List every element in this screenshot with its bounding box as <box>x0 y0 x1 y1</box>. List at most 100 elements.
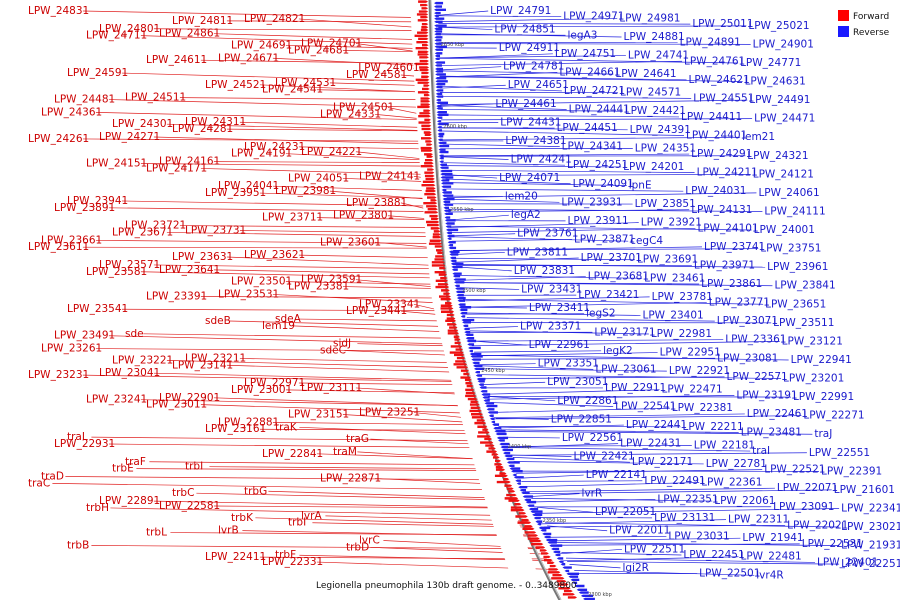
reverse-gene-label: LPW_24971 <box>563 11 624 23</box>
reverse-leader-line <box>440 109 623 112</box>
forward-gene-label: LPW_23981 <box>275 185 336 197</box>
forward-gene-arrow <box>429 214 439 218</box>
reverse-gene-arrow <box>434 52 443 55</box>
reverse-gene-label: LPW_22311 <box>728 514 789 526</box>
reverse-leader-line <box>438 15 562 18</box>
reverse-gene-label: LPW_24291 <box>691 148 752 160</box>
reverse-gene-label: LPW_24471 <box>754 113 815 125</box>
forward-leader-line <box>259 556 547 560</box>
forward-leader-line <box>108 443 490 449</box>
reverse-leader-line <box>460 287 520 290</box>
reverse-gene-label: LPW_23701 <box>581 252 642 264</box>
forward-leader-line <box>143 333 454 339</box>
reverse-gene-arrow <box>459 308 468 312</box>
reverse-gene-label: LPW_23191 <box>736 389 797 401</box>
reverse-gene-arrow <box>525 500 537 504</box>
forward-gene-label: LPW_24831 <box>28 5 89 17</box>
forward-leader-line <box>370 438 488 446</box>
forward-gene-label: LPW_23591 <box>301 274 362 286</box>
forward-gene-arrow <box>433 230 441 233</box>
forward-leader-line <box>91 545 540 550</box>
forward-leader-line <box>91 436 487 442</box>
forward-gene-arrow <box>423 131 432 134</box>
forward-gene-arrow <box>431 261 445 264</box>
reverse-gene-arrow <box>435 67 444 71</box>
forward-gene-arrow <box>480 441 494 444</box>
forward-leader-line <box>316 217 434 220</box>
reverse-gene-arrow <box>460 312 468 315</box>
reverse-gene-arrow <box>437 132 445 136</box>
reverse-leader-line <box>456 264 766 268</box>
forward-leader-line <box>344 350 459 356</box>
forward-gene-arrow <box>524 525 533 528</box>
reverse-gene-label: LPW_22171 <box>632 456 693 468</box>
forward-gene-label: LPW_24301 <box>112 118 173 130</box>
forward-leader-line <box>355 151 428 160</box>
forward-gene-arrow <box>539 549 548 552</box>
forward-gene-arrow <box>467 397 478 401</box>
reverse-gene-arrow <box>435 89 444 92</box>
forward-gene-label: LPW_22411 <box>205 551 266 563</box>
reverse-gene-label: LPW_24101 <box>697 222 758 234</box>
reverse-gene-arrow <box>494 430 506 433</box>
forward-gene-label: trbG <box>244 485 267 497</box>
forward-leader-line <box>121 308 449 312</box>
reverse-gene-label: LPW_23061 <box>595 363 656 375</box>
forward-gene-label: lvrB <box>218 525 239 537</box>
forward-gene-label: traG <box>346 433 369 445</box>
reverse-gene-arrow <box>508 464 515 468</box>
reverse-gene-label: LPW_21931 <box>841 540 900 552</box>
forward-gene-arrow <box>426 187 436 190</box>
reverse-gene-arrow <box>464 330 471 334</box>
reverse-gene-label: LPW_23481 <box>741 427 802 439</box>
reverse-gene-arrow <box>449 250 460 254</box>
forward-gene-arrow <box>424 153 433 156</box>
forward-gene-arrow <box>416 13 429 16</box>
forward-gene-arrow <box>424 174 435 178</box>
forward-gene-arrow <box>427 168 435 171</box>
reverse-gene-arrow <box>507 461 520 464</box>
forward-gene-arrow <box>563 589 573 593</box>
reverse-gene-arrow <box>543 535 551 539</box>
forward-gene-label: sdeC <box>320 345 346 357</box>
reverse-gene-label: LPW_22451 <box>683 549 744 561</box>
reverse-gene-arrow <box>452 274 461 278</box>
reverse-gene-arrow <box>447 237 452 240</box>
reverse-gene-label: LPW_24061 <box>758 187 819 199</box>
reverse-leader-line <box>476 354 789 361</box>
reverse-gene-arrow <box>441 191 452 194</box>
reverse-leader-line <box>445 182 627 186</box>
reverse-gene-arrow <box>434 39 442 42</box>
forward-leader-line <box>226 256 439 266</box>
reverse-leader-line <box>462 302 707 308</box>
forward-gene-arrow <box>450 345 463 348</box>
reverse-gene-label: LPW_22961 <box>529 339 590 351</box>
reverse-gene-arrow <box>449 256 457 260</box>
forward-leader-line <box>272 294 446 304</box>
position-tick-label: 2600 kbp <box>443 124 467 130</box>
reverse-leader-line <box>521 480 643 482</box>
reverse-gene-label: LPW_22071 <box>777 482 838 494</box>
reverse-gene-label: LPW_23761 <box>517 228 578 240</box>
reverse-gene-arrow <box>524 498 531 502</box>
forward-gene-arrow <box>434 258 445 261</box>
forward-gene-arrow <box>504 484 513 487</box>
reverse-gene-arrow <box>436 116 443 119</box>
forward-gene-label: LPW_22891 <box>99 495 160 507</box>
reverse-gene-label: LPW_24901 <box>753 38 814 50</box>
reverse-gene-arrow <box>455 287 465 290</box>
reverse-gene-label: LPW_23131 <box>654 512 715 524</box>
forward-gene-label: LPW_23541 <box>67 303 128 315</box>
forward-gene-arrow <box>510 508 525 512</box>
reverse-leader-line <box>567 561 840 565</box>
forward-gene-arrow <box>494 463 503 466</box>
reverse-gene-arrow <box>448 244 454 247</box>
forward-leader-line <box>108 99 425 108</box>
reverse-gene-label: LPW_24761 <box>684 55 745 67</box>
forward-leader-line <box>200 168 429 175</box>
forward-gene-label: LPW_24311 <box>185 116 246 128</box>
reverse-leader-line <box>450 225 752 231</box>
reverse-gene-arrow <box>513 476 524 479</box>
forward-gene-arrow <box>471 413 483 416</box>
